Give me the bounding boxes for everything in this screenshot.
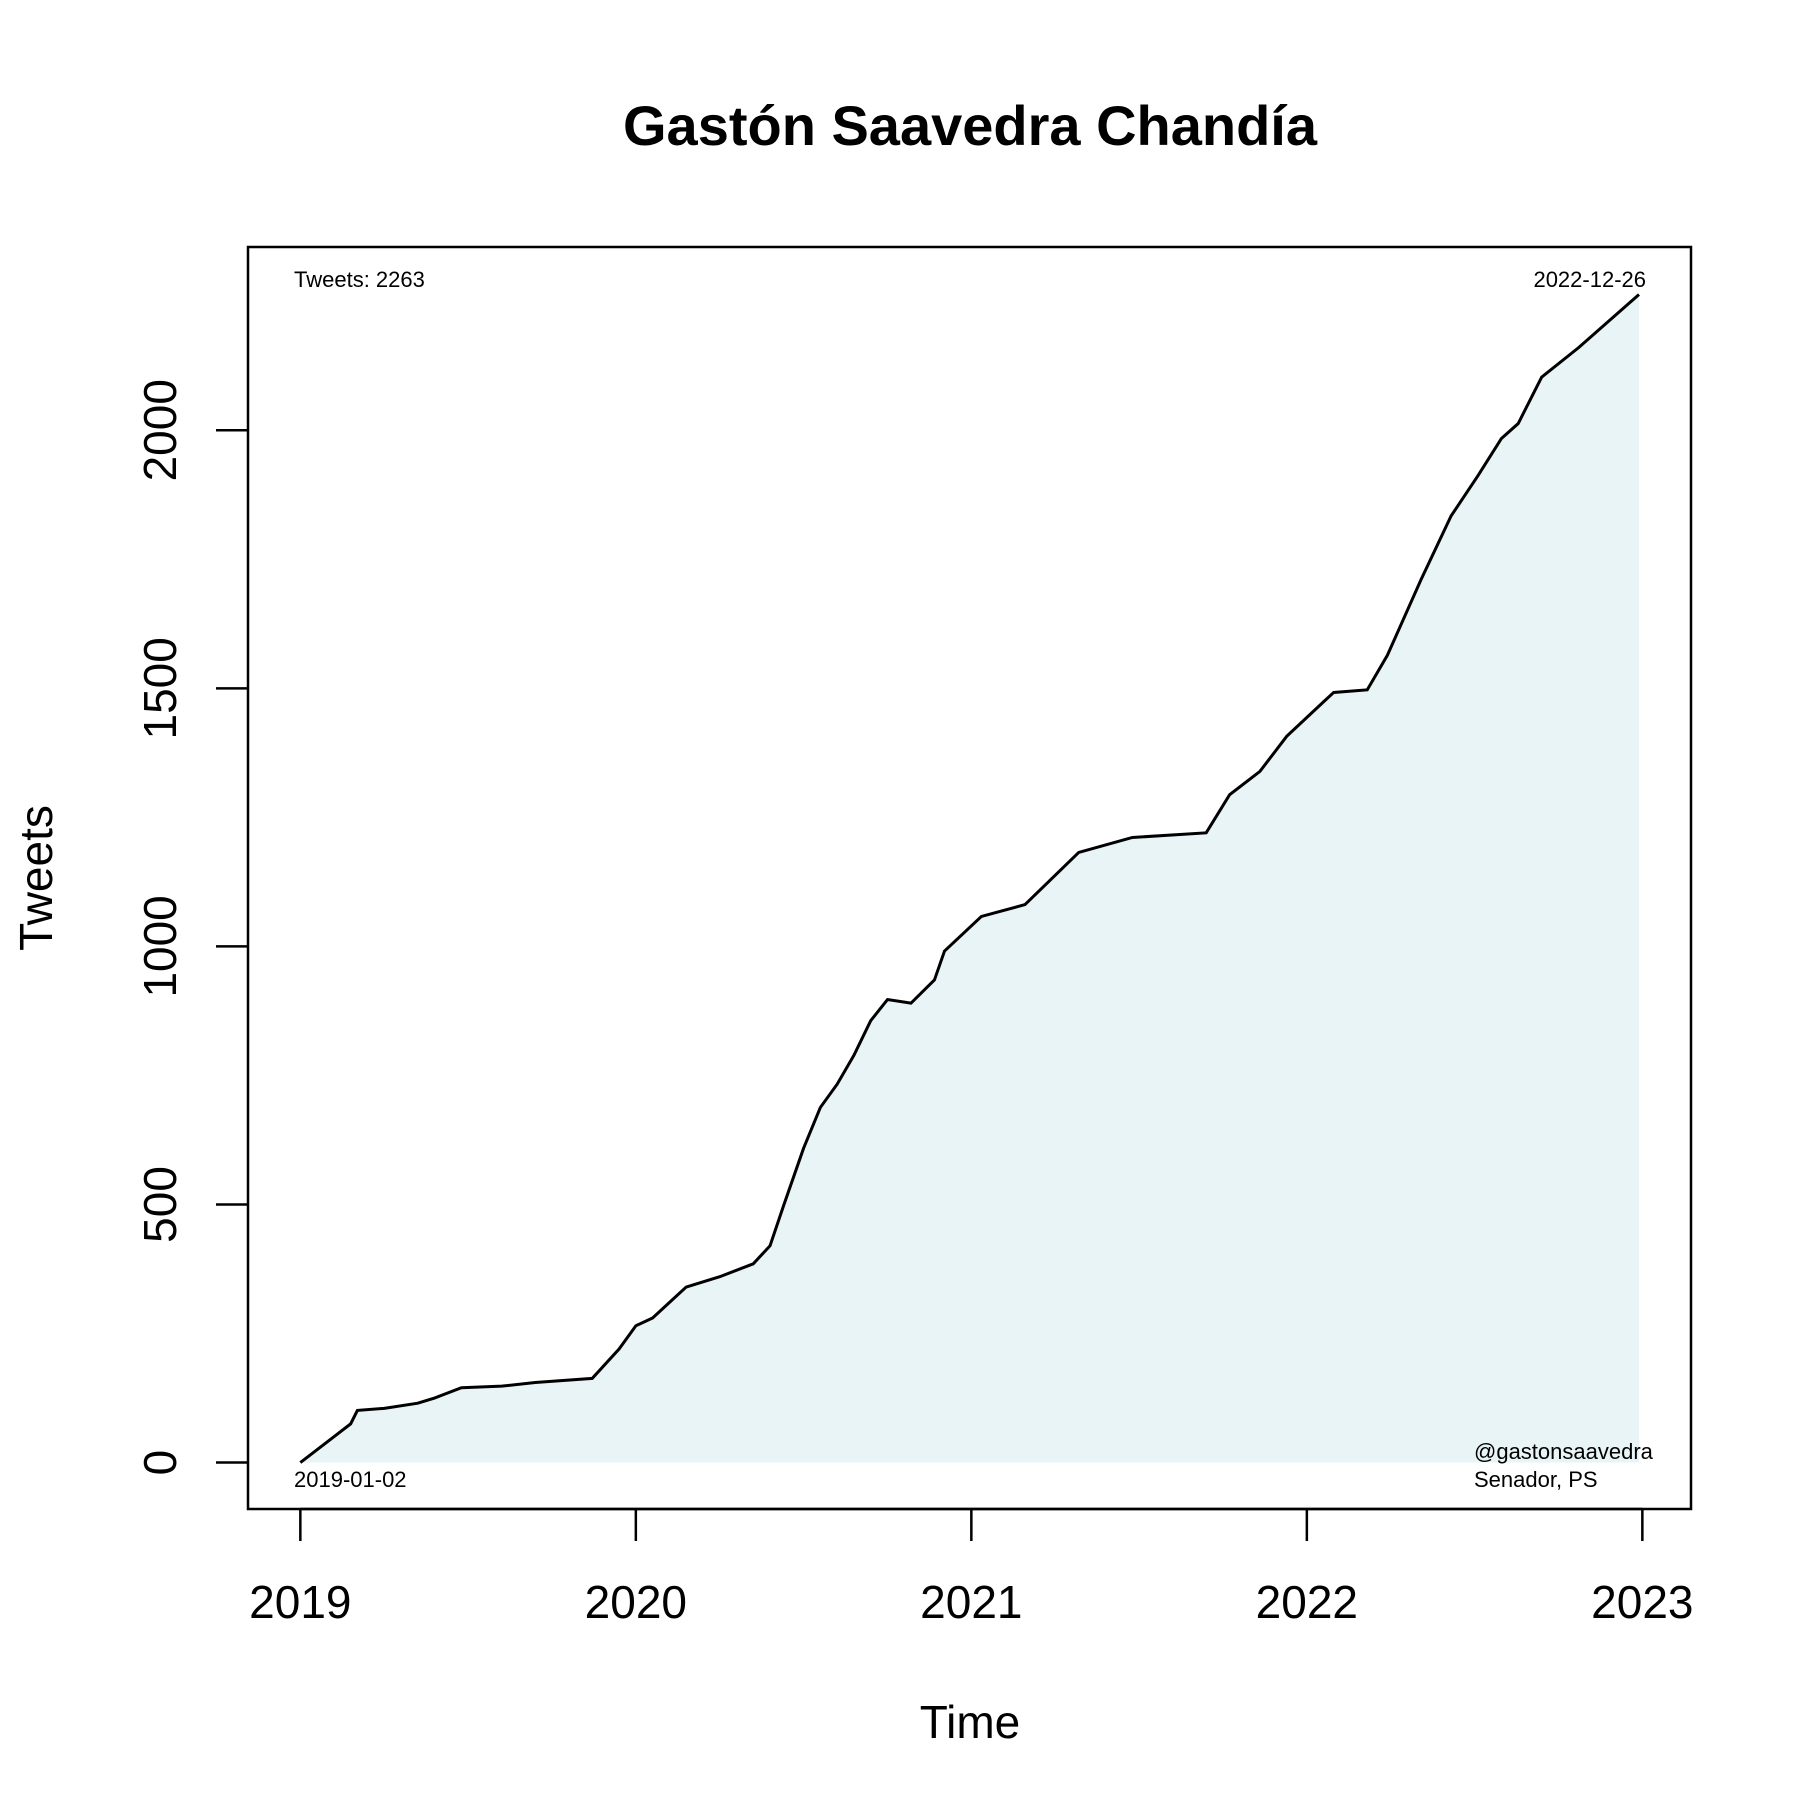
- x-tick-label: 2019: [249, 1576, 351, 1628]
- annotation: Tweets: 2263: [294, 267, 425, 292]
- annotation: @gastonsaavedra: [1474, 1439, 1654, 1464]
- annotation: Senador, PS: [1474, 1467, 1598, 1492]
- y-axis-label: Tweets: [10, 805, 62, 951]
- area: [300, 294, 1639, 1463]
- chart-title: Gastón Saavedra Chandía: [623, 94, 1318, 157]
- y-tick-label: 1000: [134, 895, 186, 997]
- y-tick-label: 1500: [134, 637, 186, 739]
- line: [299, 293, 1640, 1464]
- x-tick-label: 2020: [585, 1576, 687, 1628]
- x-tick-label: 2022: [1256, 1576, 1358, 1628]
- y-tick-label: 2000: [134, 379, 186, 481]
- x-tick-label: 2023: [1591, 1576, 1693, 1628]
- x-tick-label: 2021: [920, 1576, 1022, 1628]
- x-axis-label: Time: [920, 1696, 1021, 1748]
- y-tick-label: 500: [134, 1166, 186, 1243]
- y-tick-label: 0: [134, 1450, 186, 1476]
- annotation: 2019-01-02: [294, 1467, 407, 1492]
- annotation: 2022-12-26: [1533, 267, 1646, 292]
